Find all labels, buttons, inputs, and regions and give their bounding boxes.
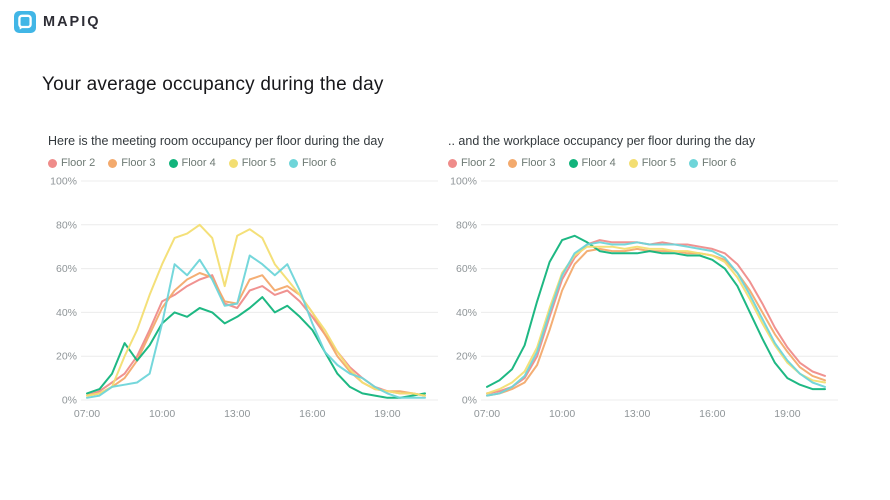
x-axis-tick-label: 19:00 — [774, 408, 800, 420]
legend-dot — [628, 158, 638, 168]
y-axis-tick-label: 80% — [456, 219, 477, 231]
y-axis-tick-label: 0% — [62, 395, 77, 407]
x-axis-tick-label: 10:00 — [149, 408, 175, 420]
mapiq-logo: MAPIQ — [14, 11, 101, 33]
legend-dot — [508, 158, 518, 168]
legend-dot — [228, 158, 238, 168]
x-axis-tick-label: 19:00 — [374, 408, 400, 420]
legend-dot — [448, 158, 457, 168]
legend-item-floor-6[interactable]: Floor 6 — [689, 157, 736, 169]
y-axis-tick-label: 100% — [450, 176, 477, 188]
y-axis-tick-label: 60% — [456, 263, 477, 275]
series-line-floor-2 — [86, 274, 426, 397]
x-axis-tick-label: 16:00 — [699, 408, 725, 420]
y-axis-tick-label: 60% — [56, 263, 77, 275]
y-axis-tick-label: 80% — [56, 219, 77, 231]
series-line-floor-2 — [486, 239, 826, 395]
legend-item-floor-3[interactable]: Floor 3 — [508, 157, 556, 169]
x-axis-tick-label: 10:00 — [549, 408, 575, 420]
workplace-chart-legend: Floor 2 Floor 3 Floor 4 Floor 5 Floor 6 — [448, 156, 855, 170]
meeting-room-chart-legend: Floor 2 Floor 3 Floor 4 Floor 5 Floor 6 — [48, 156, 455, 170]
y-axis-tick-label: 40% — [56, 307, 77, 319]
series-line-floor-3 — [86, 272, 426, 397]
legend-dot — [168, 158, 178, 168]
workplace-chart-subtitle: .. and the workplace occupancy per floor… — [448, 134, 756, 148]
series-line-floor-4 — [86, 296, 426, 399]
series-line-floor-6 — [86, 254, 426, 399]
legend-label: Floor 4 — [181, 157, 216, 169]
legend-label: Floor 5 — [241, 157, 276, 169]
legend-label: Floor 6 — [302, 157, 337, 169]
workplace-occupancy-chart: 0% 20% 40% 60% 80% 100% 07:00 10:00 13:00 16:00 19… — [450, 176, 838, 420]
legend-item-floor-6[interactable]: Floor 6 — [289, 157, 336, 169]
legend-item-floor-4[interactable]: Floor 4 — [568, 157, 616, 169]
meeting-room-occupancy-chart: 0% 20% 40% 60% 80% 100% 07:00 10:00 13:00 16:00 19… — [50, 176, 438, 420]
legend-dot — [48, 158, 57, 168]
legend-item-floor-2[interactable]: Floor 2 — [48, 157, 95, 169]
legend-label: Floor 2 — [461, 157, 496, 169]
legend-label: Floor 3 — [121, 157, 156, 169]
page-title: Your average occupancy during the day — [42, 74, 384, 95]
legend-item-floor-3[interactable]: Floor 3 — [108, 157, 156, 169]
legend-item-floor-2[interactable]: Floor 2 — [448, 157, 495, 169]
x-axis-tick-label: 13:00 — [624, 408, 650, 420]
x-axis-tick-label: 07:00 — [74, 408, 100, 420]
x-axis-tick-label: 07:00 — [474, 408, 500, 420]
series-line-floor-5 — [486, 245, 826, 395]
legend-item-floor-5[interactable]: Floor 5 — [228, 157, 276, 169]
series-line-floor-4 — [486, 234, 826, 391]
legend-label: Floor 2 — [61, 157, 96, 169]
workplace-chart-card: .. and the workplace occupancy per floor… — [430, 130, 855, 420]
legend-dot — [108, 158, 118, 168]
series-line-floor-5 — [86, 223, 426, 397]
x-axis-tick-label: 16:00 — [299, 408, 325, 420]
x-axis-tick-label: 13:00 — [224, 408, 250, 420]
mapiq-logo-icon — [14, 11, 36, 33]
y-axis-tick-label: 0% — [462, 395, 477, 407]
meeting-room-chart-card: Here is the meeting room occupancy per f… — [30, 130, 455, 420]
series-line-floor-3 — [486, 247, 826, 397]
y-axis-tick-label: 40% — [456, 307, 477, 319]
legend-item-floor-4[interactable]: Floor 4 — [168, 157, 216, 169]
legend-dot — [289, 158, 298, 168]
legend-label: Floor 4 — [581, 157, 616, 169]
legend-label: Floor 6 — [702, 157, 737, 169]
series-line-floor-6 — [486, 241, 826, 397]
legend-label: Floor 3 — [521, 157, 556, 169]
brand-name: MAPIQ — [43, 14, 101, 30]
legend-dot — [689, 158, 698, 168]
meeting-room-chart-subtitle: Here is the meeting room occupancy per f… — [48, 134, 384, 148]
y-axis-tick-label: 20% — [56, 351, 77, 363]
legend-item-floor-5[interactable]: Floor 5 — [628, 157, 676, 169]
y-axis-tick-label: 20% — [456, 351, 477, 363]
legend-label: Floor 5 — [641, 157, 676, 169]
legend-dot — [568, 158, 578, 168]
y-axis-tick-label: 100% — [50, 176, 77, 188]
